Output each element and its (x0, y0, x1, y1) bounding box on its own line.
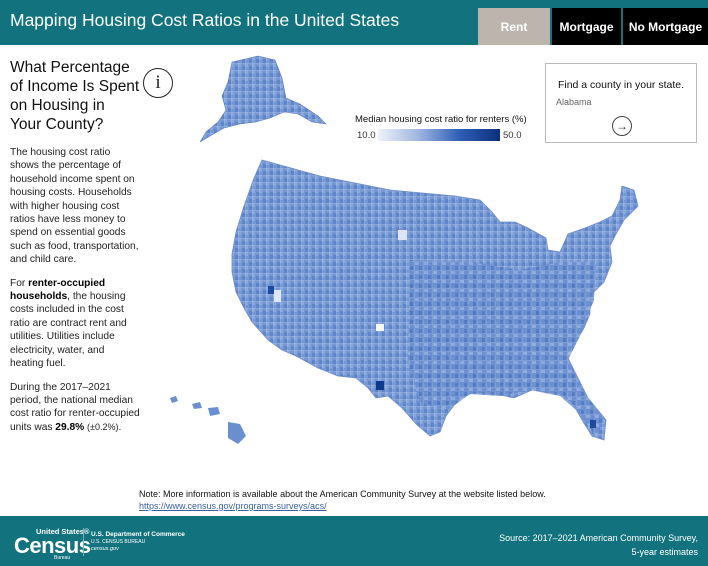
tab-rent[interactable]: Rent (478, 8, 550, 45)
logo-bureau: Bureau (54, 555, 71, 561)
light-county-3 (398, 230, 407, 240)
legend-min: 10.0 (357, 130, 376, 141)
dept-line-3: census.gov (91, 546, 119, 552)
source-text: Source: 2017–2021 American Community Sur… (499, 531, 698, 559)
sidebar: What Percentage of Income Is Spent on Ho… (10, 58, 140, 444)
note-text: Note: More information is available abou… (139, 489, 546, 499)
state-select[interactable]: Alabama (556, 97, 592, 107)
para3-prefix: During the 2017–2021 period, the nationa… (10, 381, 140, 433)
light-county-2 (274, 290, 281, 302)
footer-bar (0, 516, 708, 566)
para2-suffix: , the housing costs included in the cost… (10, 291, 127, 370)
national-median-value: 29.8% (55, 421, 85, 433)
dark-county-3 (590, 420, 596, 428)
margin-of-error: (±0.2%) (87, 421, 119, 432)
tab-mortgage[interactable]: Mortgage (552, 8, 621, 45)
tab-no-mortgage[interactable]: No Mortgage (623, 8, 708, 45)
acs-link[interactable]: https://www.census.gov/programs-surveys/… (139, 501, 327, 511)
alaska-shape (199, 55, 327, 143)
sidebar-paragraph-3: During the 2017–2021 period, the nationa… (10, 381, 140, 435)
hawaii-island-1 (170, 396, 178, 403)
dark-county-2 (268, 286, 274, 294)
department-block: U.S. Department of Commerce U.S. CENSUS … (91, 531, 185, 552)
hawaii-island-3 (208, 407, 220, 416)
source-line-2: 5-year estimates (631, 547, 698, 557)
sidebar-paragraph-1: The housing cost ratio shows the percent… (10, 147, 139, 266)
sidebar-heading: What Percentage of Income Is Spent on Ho… (10, 59, 140, 133)
para2-bold: renter-occupied households (10, 277, 106, 303)
dark-county-1 (376, 381, 384, 390)
page-title: Mapping Housing Cost Ratios in the Unite… (10, 10, 400, 30)
logo-sup: United States® (36, 527, 90, 536)
logo-word: Census (14, 533, 91, 558)
arrow-right-icon[interactable]: → (612, 116, 632, 136)
source-line-1: Source: 2017–2021 American Community Sur… (499, 533, 698, 543)
para2-prefix: For (10, 277, 29, 289)
dept-line-2: U.S. CENSUS BUREAU (91, 539, 146, 545)
info-icon[interactable]: i (143, 68, 173, 98)
hawaii-island-4 (228, 422, 246, 444)
eastern-region (408, 260, 604, 436)
legend-gradient (378, 129, 500, 141)
dept-line-1: U.S. Department of Commerce (91, 531, 185, 538)
footer-divider (83, 528, 84, 556)
para3-end: . (118, 421, 122, 433)
county-finder: Find a county in your state. Alabama → (545, 63, 697, 143)
sidebar-paragraph-2: For renter-occupied households, the hous… (10, 277, 140, 371)
legend-max: 50.0 (503, 130, 522, 141)
hawaii-island-2 (192, 402, 202, 409)
finder-title: Find a county in your state. (557, 79, 685, 91)
legend-title: Median housing cost ratio for renters (%… (355, 114, 527, 125)
light-county-1 (376, 324, 384, 331)
